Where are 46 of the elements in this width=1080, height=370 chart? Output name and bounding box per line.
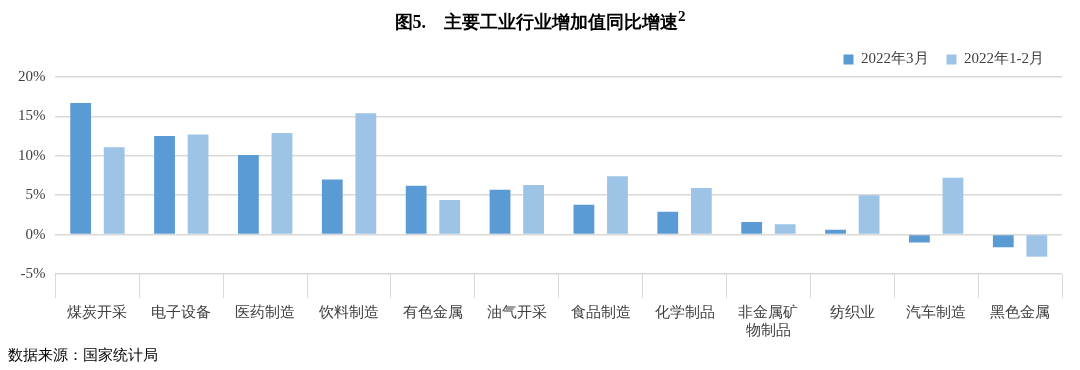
x-tick-label: 有色金属	[402, 303, 463, 320]
bar	[489, 189, 511, 234]
x-tick-label: 纺织业	[829, 303, 875, 320]
legend-label: 2022年1-2月	[964, 50, 1044, 67]
y-tick-label: 5%	[25, 186, 46, 203]
y-tick-label: 15%	[18, 107, 46, 124]
bar	[271, 132, 293, 234]
x-tick-label: 油气开采	[486, 303, 547, 320]
bar	[825, 229, 846, 234]
bar	[70, 103, 92, 234]
chart-title: 图5. 主要工业行业增加值同比增速$^{2}$	[393, 8, 687, 34]
bar	[741, 221, 763, 234]
y-tick-label: 20%	[18, 67, 46, 84]
bar	[355, 113, 377, 234]
bar	[774, 224, 796, 234]
y-tick-label: 10%	[18, 146, 46, 163]
legend-label: 2022年3月	[861, 50, 929, 67]
bar	[103, 147, 125, 234]
bar	[187, 134, 209, 234]
bar	[439, 199, 461, 234]
bar	[1026, 235, 1048, 257]
bar	[523, 184, 544, 234]
bar	[657, 211, 679, 234]
bar	[573, 204, 595, 234]
y-tick-label: 0%	[25, 225, 46, 242]
x-tick-label: 非金属矿物制品	[738, 303, 799, 338]
bar	[942, 177, 964, 234]
bar	[909, 235, 930, 243]
bar	[992, 235, 1014, 248]
bar	[154, 136, 175, 234]
bar	[238, 155, 259, 234]
bar	[858, 195, 880, 234]
y-tick-label: -5%	[20, 264, 46, 281]
bar	[690, 188, 712, 234]
source-note: 数据来源：国家统计局	[8, 346, 159, 365]
bar	[607, 176, 628, 234]
x-tick-label: 汽车制造	[906, 303, 967, 320]
x-tick-label: 食品制造	[570, 303, 631, 320]
bar	[405, 185, 427, 234]
x-tick-label: 医药制造	[235, 303, 296, 320]
x-tick-label: 饮料制造	[318, 303, 380, 320]
x-tick-label: 黑色金属	[990, 303, 1051, 320]
x-tick-label: 化学制品	[654, 303, 715, 320]
x-tick-label: 煤炭开采	[67, 303, 128, 320]
x-tick-label: 电子设备	[151, 303, 212, 320]
bar	[321, 179, 343, 234]
